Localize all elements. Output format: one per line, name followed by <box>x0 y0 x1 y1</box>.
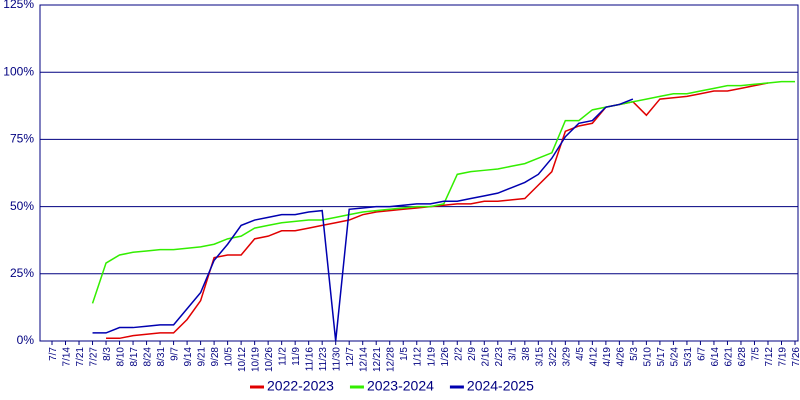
x-tick-label: 2/16 <box>480 347 491 367</box>
series-line <box>91 80 795 304</box>
x-tick-label: 12/7 <box>345 347 356 367</box>
x-tick-label: 7/12 <box>764 347 775 367</box>
plot-border <box>39 4 799 342</box>
x-tick-label: 6/14 <box>710 347 721 367</box>
x-tick-label: 9/28 <box>210 347 221 367</box>
x-tick-label: 4/26 <box>615 347 626 367</box>
x-tick-label: 12/14 <box>359 347 370 372</box>
x-tick-label: 5/24 <box>669 347 680 367</box>
y-tick-label: 0% <box>17 333 35 347</box>
x-tick-label: 11/30 <box>332 347 343 372</box>
legend-label: 2024-2025 <box>467 378 534 394</box>
x-tick-label: 7/14 <box>62 347 73 367</box>
legend-label: 2023-2024 <box>367 378 434 394</box>
x-tick-label: 5/10 <box>642 347 653 367</box>
x-tick-label: 5/31 <box>683 347 694 367</box>
y-tick-label: 125% <box>3 0 34 11</box>
x-tick-label: 1/12 <box>413 347 424 367</box>
x-tick-label: 4/5 <box>575 347 586 361</box>
x-tick-label: 7/26 <box>791 347 800 367</box>
x-tick-label: 9/7 <box>170 347 181 361</box>
x-tick-label: 3/22 <box>548 347 559 367</box>
y-tick-label: 75% <box>10 132 34 146</box>
x-tick-label: 12/28 <box>386 347 397 372</box>
x-tick-label: 7/7 <box>48 347 59 361</box>
x-tick-label: 8/24 <box>143 347 154 367</box>
series-line <box>92 98 634 342</box>
x-tick-label: 1/5 <box>399 347 410 361</box>
x-tick-label: 8/31 <box>156 347 167 367</box>
x-tick-label: 8/3 <box>102 347 113 361</box>
x-tick-label: 4/12 <box>588 347 599 367</box>
x-tick-label: 7/5 <box>750 347 761 361</box>
y-tick-label: 50% <box>10 199 34 213</box>
x-tick-label: 6/28 <box>737 347 748 367</box>
x-tick-label: 1/26 <box>440 347 451 367</box>
x-tick-label: 11/16 <box>305 347 316 372</box>
x-tick-label: 7/27 <box>89 347 100 367</box>
x-tick-label: 2/2 <box>453 347 464 361</box>
x-tick-label: 10/12 <box>237 347 248 372</box>
x-tick-label: 3/8 <box>521 347 532 361</box>
x-tick-label: 7/19 <box>777 347 788 367</box>
x-tick-label: 3/29 <box>561 347 572 367</box>
x-tick-label: 3/15 <box>534 347 545 367</box>
x-tick-label: 5/17 <box>656 347 667 367</box>
x-tick-label: 6/7 <box>696 347 707 361</box>
x-tick-label: 2/23 <box>494 347 505 367</box>
x-tick-label: 10/26 <box>264 347 275 372</box>
x-tick-label: 3/1 <box>507 347 518 361</box>
y-tick-label: 100% <box>3 64 34 78</box>
series-line <box>106 82 769 340</box>
x-tick-label: 2/9 <box>467 347 478 361</box>
x-tick-label: 11/2 <box>278 347 289 366</box>
x-tick-label: 10/19 <box>251 347 262 372</box>
x-tick-label: 9/21 <box>197 347 208 367</box>
y-tick-label: 25% <box>10 266 34 280</box>
x-tick-label: 11/23 <box>318 347 329 372</box>
x-tick-label: 9/14 <box>183 347 194 367</box>
x-tick-label: 7/21 <box>75 347 86 367</box>
legend-label: 2022-2023 <box>267 378 334 394</box>
x-tick-label: 10/5 <box>224 347 235 367</box>
x-tick-label: 6/21 <box>723 347 734 367</box>
x-tick-label: 11/9 <box>291 347 302 366</box>
x-tick-label: 4/19 <box>602 347 613 367</box>
x-tick-label: 12/21 <box>372 347 383 372</box>
x-tick-label: 1/19 <box>426 347 437 367</box>
x-tick-label: 5/3 <box>629 347 640 361</box>
x-tick-label: 8/10 <box>116 347 127 367</box>
x-tick-label: 8/17 <box>129 347 140 367</box>
